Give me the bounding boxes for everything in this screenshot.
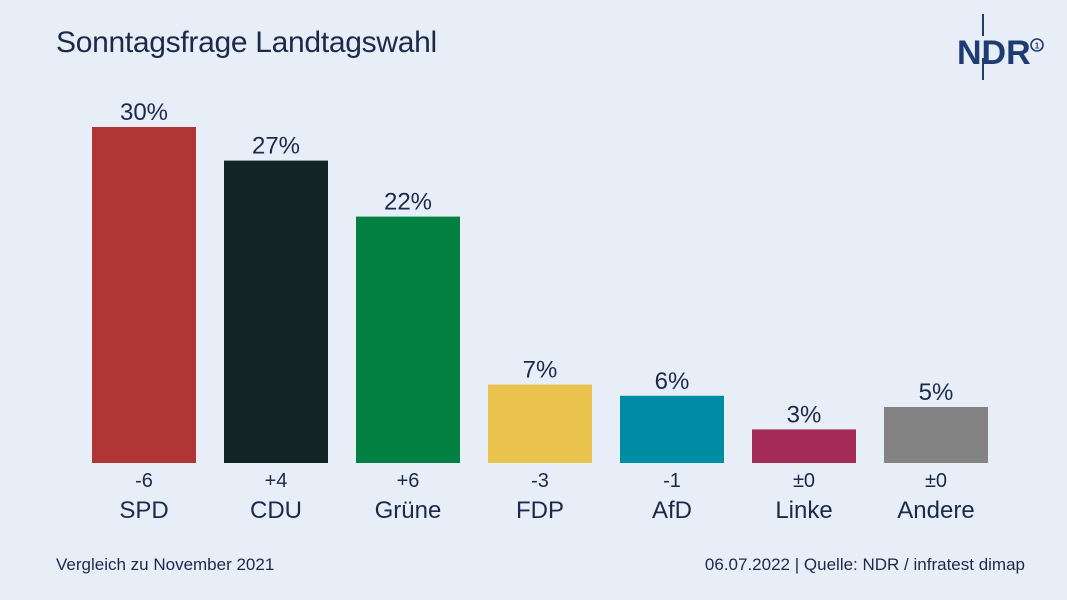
source-note: 06.07.2022 | Quelle: NDR / infratest dim… [705, 555, 1025, 575]
value-label-andere: 5% [919, 379, 954, 406]
source-text: Quelle: NDR / infratest dimap [803, 555, 1025, 574]
bar-linke [752, 429, 856, 463]
bar-andere [884, 407, 988, 463]
separator: | [794, 555, 800, 574]
comparison-note: Vergleich zu November 2021 [56, 555, 275, 574]
change-label-afd: -1 [663, 470, 681, 492]
category-label-afd: AfD [652, 497, 692, 524]
ard-one-icon [1030, 38, 1044, 52]
ndr-logo-text: NDR [957, 34, 1031, 72]
change-label-andere: ±0 [925, 470, 947, 492]
value-label-linke: 3% [787, 401, 822, 428]
bar-gr-ne [356, 216, 460, 463]
change-label-linke: ±0 [793, 470, 815, 492]
bar-spd [92, 127, 196, 463]
category-label-gr-ne: Grüne [375, 497, 442, 524]
change-label-cdu: +4 [265, 470, 288, 492]
category-label-spd: SPD [119, 497, 168, 524]
category-label-andere: Andere [897, 497, 974, 524]
bar-fdp [488, 384, 592, 463]
chart-title: Sonntagsfrage Landtagswahl [56, 26, 437, 59]
value-label-fdp: 7% [523, 357, 558, 384]
value-label-afd: 6% [655, 368, 690, 395]
bar-afd [620, 395, 724, 463]
category-label-cdu: CDU [250, 497, 302, 524]
date-text: 06.07.2022 [704, 555, 791, 574]
category-label-linke: Linke [775, 497, 832, 524]
category-label-fdp: FDP [516, 497, 564, 524]
change-label-fdp: -3 [531, 470, 549, 492]
value-label-spd: 30% [120, 99, 168, 126]
ndr-logo: NDR 1 [957, 14, 1044, 80]
bar-cdu [224, 160, 328, 463]
value-label-gr-ne: 22% [384, 189, 432, 216]
value-label-cdu: 27% [252, 133, 300, 160]
svg-text:1: 1 [1035, 42, 1040, 51]
change-label-spd: -6 [135, 470, 153, 492]
change-label-gr-ne: +6 [397, 470, 420, 492]
